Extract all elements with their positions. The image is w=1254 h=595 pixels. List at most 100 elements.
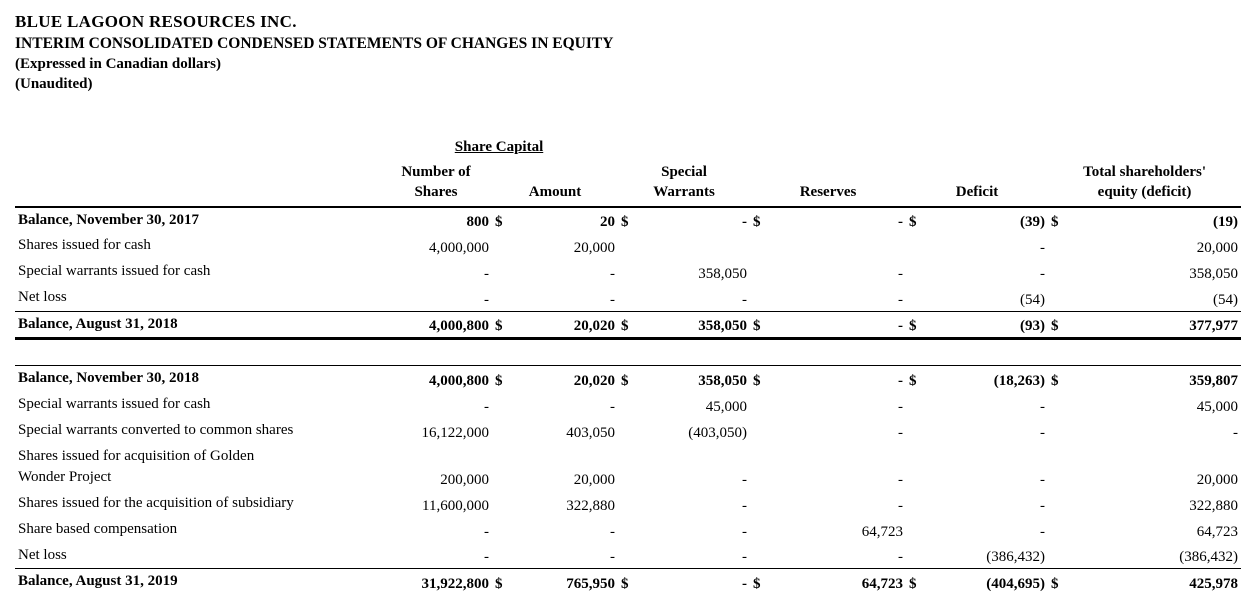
row-label: Share based compensation [18, 520, 178, 537]
cell-value: 64,723 [782, 568, 907, 595]
cell-value: - [742, 497, 748, 514]
cell-value: - [610, 523, 616, 540]
cell-value: - [484, 265, 489, 282]
cell-value: 358,050 [1189, 265, 1239, 282]
row-label: Balance, August 31, 2018 [15, 311, 380, 341]
column-header-line: Shares [414, 184, 458, 201]
currency-symbol [1048, 392, 1086, 418]
cell-value: - [484, 398, 489, 415]
currency-symbol [906, 517, 940, 543]
currency-symbol [1048, 418, 1086, 444]
currency-symbol: $ [906, 568, 941, 595]
currency-symbol: $ [618, 311, 653, 341]
cell-value: - [782, 542, 907, 570]
cell-value: - [898, 265, 904, 282]
currency-symbol [906, 284, 941, 312]
row-label: Net loss [15, 284, 380, 312]
currency-symbol [618, 542, 653, 570]
label-column-header [15, 160, 380, 208]
spacer-cell [15, 339, 1241, 366]
row-label: Balance, November 30, 2017 [18, 211, 199, 228]
currency-symbol [492, 517, 526, 543]
currency-symbol [1048, 284, 1087, 312]
cell-value: - [1040, 265, 1046, 282]
cell-value: (403,050) [688, 424, 748, 441]
share-capital-label: Share Capital [454, 139, 544, 155]
currency-symbol [492, 259, 526, 285]
cell-value: - [1233, 424, 1239, 441]
column-header-line: Amount [528, 184, 582, 201]
cell-value: - [782, 311, 907, 341]
table-body: Balance, November 30, 2017 800 $20 $ - $ - $ (39… [15, 207, 1242, 595]
cell-value: 322,880 [1189, 497, 1239, 514]
column-header-line: Number of [401, 164, 471, 180]
cell-value: 425,978 [1086, 568, 1242, 595]
cell-value: - [652, 284, 751, 312]
cell-value: - [782, 284, 907, 312]
currency-symbol: $ [1051, 214, 1059, 231]
currency-symbol [492, 542, 526, 570]
currency-symbol [750, 542, 783, 570]
column-header-deficit: Deficit [906, 160, 1049, 208]
column-header-line: Special [661, 164, 707, 180]
currency-symbol [1048, 517, 1086, 543]
row-label: Balance, November 30, 2018 [15, 365, 380, 392]
currency-symbol [750, 392, 782, 418]
cell-value: - [898, 214, 904, 231]
cell-value: - [898, 424, 904, 441]
currency-symbol: $ [492, 568, 526, 595]
cell-value: - [742, 472, 748, 488]
cell-value: - [742, 523, 748, 540]
cell-value: 403,050 [566, 424, 616, 441]
currency-symbol: $ [750, 568, 783, 595]
cell-value: - [1040, 472, 1046, 488]
currency-symbol: $ [618, 568, 653, 595]
unaudited-note: (Unaudited) [15, 76, 93, 92]
currency-symbol [906, 392, 940, 418]
table-row: Net loss - - - - (54) (54) [15, 284, 1242, 312]
cell-value: - [898, 398, 904, 415]
cell-value: 31,922,800 [380, 568, 492, 595]
cell-value: 358,050 [652, 311, 751, 341]
currency-symbol [906, 444, 940, 492]
currency-symbol [906, 418, 940, 444]
table-head: Share Capital Number of Shares Amount Sp… [15, 137, 1242, 208]
cell-value: - [610, 265, 616, 282]
cell-value: - [1040, 497, 1046, 514]
currency-symbol: $ [753, 214, 761, 231]
cell-value: 800 [466, 214, 490, 231]
cell-value [782, 233, 906, 259]
currency-symbol [750, 233, 782, 259]
column-header-line: Deficit [955, 184, 999, 201]
cell-value: 4,000,800 [380, 311, 492, 341]
currency-symbol [750, 259, 782, 285]
column-header-row: Number of Shares Amount Special Warrants… [15, 160, 1242, 208]
cell-value: 20,020 [526, 365, 619, 392]
cell-value: 20 [600, 214, 616, 231]
currency-symbol: $ [492, 365, 526, 392]
currency-symbol [750, 491, 782, 517]
cell-value: - [782, 365, 907, 392]
currency-symbol: $ [906, 365, 941, 392]
cell-value: 20,000 [573, 472, 616, 488]
cell-value: - [1040, 398, 1046, 415]
cell-value: 20,020 [526, 311, 619, 341]
currency-symbol [1048, 259, 1086, 285]
cell-value: 45,000 [1196, 398, 1239, 415]
currency-symbol [1048, 491, 1086, 517]
cell-value: (54) [1086, 284, 1242, 312]
cell-value: - [526, 542, 619, 570]
column-header-reserves: Reserves [750, 160, 907, 208]
currency-symbol [618, 259, 652, 285]
currency-symbol: $ [492, 311, 526, 341]
currency-symbol: $ [621, 214, 629, 231]
cell-value: 4,000,000 [429, 240, 489, 256]
currency-note: (Expressed in Canadian dollars) [15, 56, 222, 72]
column-header-line: Warrants [653, 184, 715, 201]
section-spacer-row [15, 339, 1241, 366]
table-row: Share based compensation - - - 64,723 - 64,723 [15, 517, 1241, 543]
cell-value: - [526, 284, 619, 312]
currency-symbol [618, 517, 652, 543]
cell-value: - [1040, 523, 1046, 540]
